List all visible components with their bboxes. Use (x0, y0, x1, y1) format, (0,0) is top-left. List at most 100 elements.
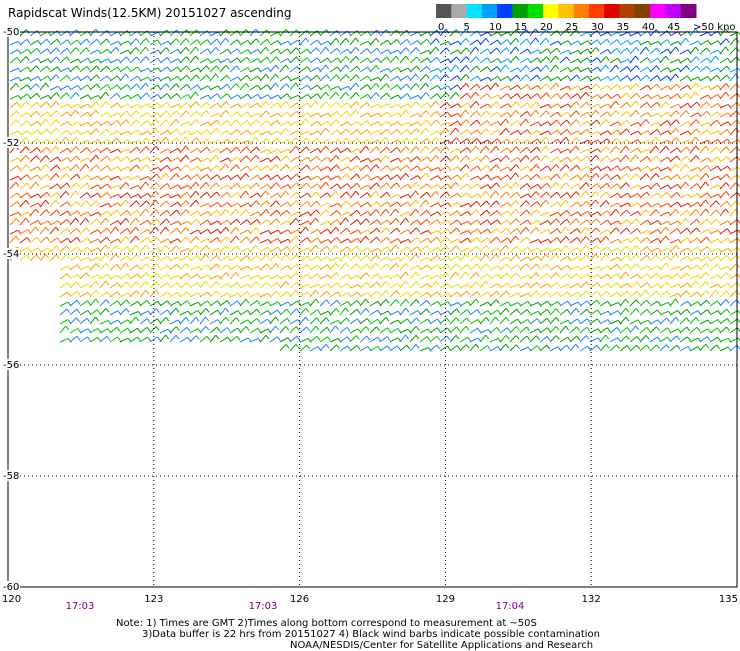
wind-barb (509, 146, 517, 154)
wind-barb-flag (636, 228, 641, 234)
wind-barb (519, 147, 528, 154)
wind-barb (169, 103, 179, 109)
wind-barb-flag (626, 219, 631, 225)
wind-barb (579, 236, 587, 244)
wind-barb (609, 137, 618, 145)
wind-barb (519, 74, 527, 82)
wind-barb-flag (306, 164, 311, 170)
wind-barb (369, 47, 378, 55)
wind-barb (269, 263, 277, 271)
wind-barb-flag (226, 147, 231, 153)
wind-barb (69, 173, 78, 181)
wind-barb (539, 253, 547, 262)
wind-barb (619, 139, 629, 145)
wind-barb-flag (437, 318, 441, 324)
wind-barb-flag (66, 48, 71, 53)
wind-barb-flag (525, 118, 530, 124)
wind-barb (599, 173, 608, 181)
wind-barb-flag (516, 254, 521, 260)
wind-barb-flag (265, 101, 270, 106)
wind-barb-flag (565, 236, 570, 241)
wind-barb (459, 82, 467, 91)
wind-barb (609, 192, 618, 199)
wind-barb-flag (195, 317, 200, 322)
wind-barb-flag (86, 300, 91, 306)
wind-barb (569, 283, 579, 289)
wind-barb (369, 190, 377, 199)
wind-barb-flag (285, 190, 290, 196)
legend-label: 15 (515, 22, 528, 33)
wind-barb (299, 175, 309, 181)
wind-barb (149, 112, 159, 118)
wind-barb-flag (276, 290, 281, 296)
wind-barb (339, 157, 349, 163)
wind-barb (229, 218, 238, 226)
wind-barb-flag (106, 147, 111, 152)
wind-barb-flag (426, 65, 431, 71)
wind-barb (39, 209, 47, 217)
wind-barb-flag (445, 146, 450, 151)
wind-barb (669, 103, 679, 109)
wind-barb (539, 317, 548, 325)
wind-barb (639, 40, 649, 46)
wind-barb (469, 138, 478, 145)
wind-barb (399, 67, 409, 73)
wind-barb-flag (65, 325, 70, 331)
wind-barb-flag (56, 209, 61, 215)
wind-barb-flag (636, 281, 641, 287)
wind-barb-flag (536, 93, 541, 98)
wind-barb-flag (345, 307, 349, 313)
wind-barb-flag (296, 281, 301, 287)
wind-barb-flag (205, 316, 210, 322)
wind-barb (509, 46, 517, 55)
wind-barb (559, 119, 568, 127)
wind-barb (399, 164, 408, 172)
wind-barb (649, 173, 657, 181)
wind-barb-flag (107, 58, 112, 64)
wind-barb (469, 129, 478, 136)
wind-barb (379, 208, 387, 217)
wind-barb-flag (716, 264, 721, 269)
legend-label: 25 (566, 22, 579, 33)
wind-barb (249, 244, 257, 253)
wind-barb (539, 83, 547, 91)
wind-barb-flag (355, 74, 360, 79)
wind-barb-flag (365, 235, 370, 241)
wind-barb (729, 200, 737, 208)
wind-barb-flag (365, 218, 370, 223)
wind-barb (319, 139, 329, 145)
wind-barb-flag (216, 281, 220, 287)
wind-barb-flag (126, 156, 131, 161)
wind-barb (239, 291, 248, 298)
wind-barb-flag (37, 220, 42, 225)
wind-barb-flag (477, 183, 481, 189)
wind-barb (349, 182, 358, 190)
wind-barb (9, 165, 18, 172)
wind-barb-flag (155, 208, 160, 214)
wind-barb (109, 165, 118, 172)
wind-barb-flag (495, 164, 500, 169)
wind-barb (269, 40, 279, 46)
wind-barb (109, 226, 116, 235)
wind-barb-flag (266, 219, 271, 224)
wind-barb-flag (166, 209, 171, 215)
wind-barb-flag (615, 110, 620, 115)
wind-barb (369, 139, 379, 145)
wind-barb-flag (357, 121, 362, 126)
wind-barb (369, 82, 377, 91)
wind-barb (289, 47, 297, 55)
wind-barb (319, 57, 328, 64)
wind-barb (99, 236, 108, 244)
wind-barb (219, 245, 228, 253)
wind-barb-flag (217, 202, 222, 207)
wind-barb (399, 121, 409, 127)
wind-barb-flag (276, 182, 280, 188)
wind-barb (39, 82, 47, 91)
wind-barb (9, 101, 18, 109)
wind-barb (409, 112, 419, 118)
wind-barb (69, 65, 77, 73)
wind-barb (329, 175, 339, 181)
wind-barb-flag (485, 128, 490, 133)
wind-barb (319, 74, 327, 82)
wind-barb-flag (565, 199, 570, 205)
